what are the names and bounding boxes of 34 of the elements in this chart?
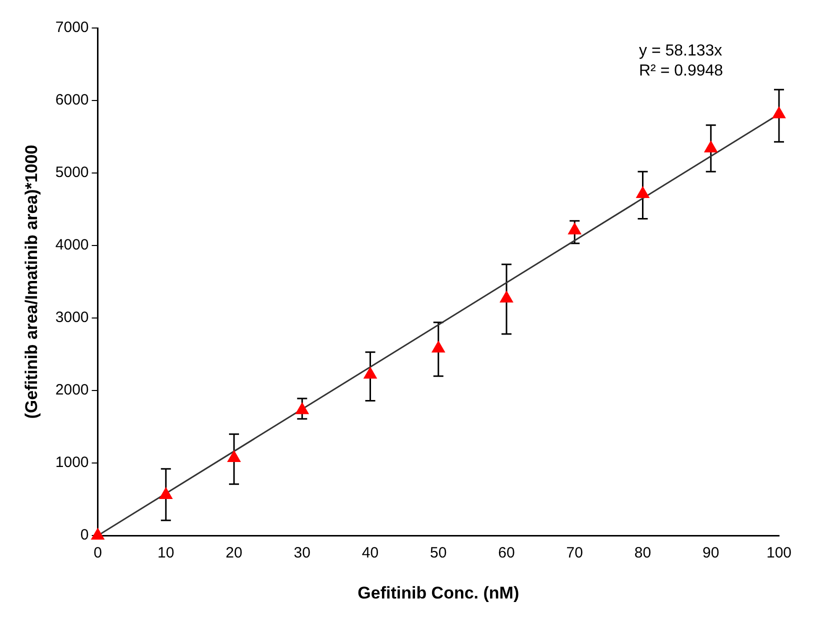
x-tick-label: 10	[158, 544, 174, 562]
point	[704, 140, 718, 152]
x-tick-label: 100	[766, 544, 792, 562]
y-tick-label: 3000	[55, 309, 89, 326]
y-tick-label: 2000	[55, 382, 89, 399]
y-tick-label: 1000	[55, 454, 89, 472]
x-tick-label: 40	[362, 544, 379, 562]
point	[91, 528, 104, 540]
point	[636, 186, 650, 198]
x-tick-label: 80	[634, 544, 652, 562]
y-tick-label: 7000	[55, 19, 89, 36]
point	[772, 106, 786, 118]
y-tick-label: 6000	[55, 92, 89, 109]
x-tick-label: 0	[94, 544, 102, 562]
x-tick-label: 30	[294, 544, 310, 562]
x-tick-label: 60	[498, 544, 515, 562]
x-tick-label: 20	[226, 544, 242, 562]
annotation: y = 58.133x	[639, 42, 722, 60]
x-axis-title: Gefitinib Conc. (nM)	[358, 583, 520, 602]
point	[568, 222, 582, 234]
y-tick-label: 4000	[55, 236, 89, 254]
x-tick-label: 70	[566, 544, 583, 562]
point	[159, 487, 172, 499]
x-tick-label: 90	[702, 544, 720, 562]
annotation: R² = 0.9948	[639, 62, 724, 80]
y-tick-label: 5000	[55, 164, 89, 182]
y-axis-title: (Gefitinib area/Imatinib area)*1000	[22, 144, 41, 419]
point	[227, 450, 241, 462]
point	[432, 341, 445, 353]
x-tick-label: 50	[430, 544, 447, 562]
point	[500, 290, 514, 302]
y-tick-label: 0	[80, 526, 89, 544]
point	[296, 402, 309, 414]
point	[364, 367, 377, 379]
